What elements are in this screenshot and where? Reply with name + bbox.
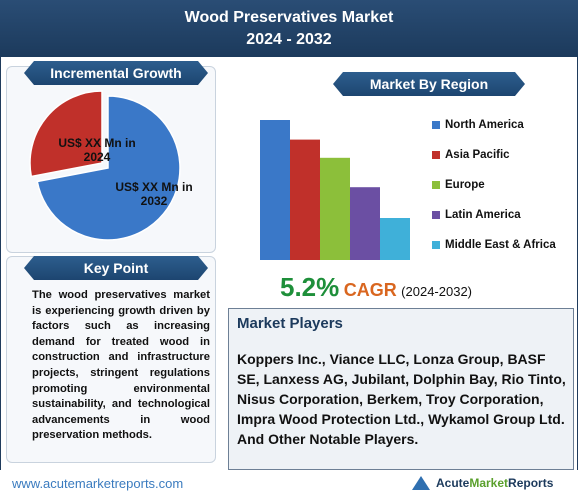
footer-website-link[interactable]: www.acutemarketreports.com — [12, 476, 184, 491]
market-players-heading: Market Players — [237, 315, 343, 332]
legend-label: Europe — [445, 179, 485, 191]
pie-slice-2024 — [29, 90, 103, 178]
cagr-block: 5.2% CAGR (2024-2032) — [280, 272, 520, 303]
legend-item-latin-america: Latin America — [432, 200, 556, 230]
incremental-growth-pie — [29, 90, 181, 241]
legend-swatch — [432, 181, 440, 189]
legend-item-middle-east-africa: Middle East & Africa — [432, 230, 556, 260]
legend-swatch — [432, 121, 440, 129]
pie-slice-2032 — [36, 95, 181, 241]
market-players-text: Koppers Inc., Viance LLC, Lonza Group, B… — [237, 351, 566, 447]
market-by-region-heading: Market By Region — [333, 72, 525, 96]
region-bar-north-america — [260, 120, 290, 260]
legend-item-north-america: North America — [432, 110, 556, 140]
region-bar-europe — [320, 157, 350, 260]
cagr-word: CAGR — [343, 280, 397, 300]
legend-label: North America — [445, 119, 524, 131]
key-point-heading: Key Point — [24, 256, 208, 280]
brand-name-part3: Reports — [508, 476, 554, 490]
footer: www.acutemarketreports.com Acute Market … — [0, 470, 578, 500]
region-bar-latin-america — [350, 187, 380, 260]
region-bar-middle-east-africa — [380, 218, 410, 260]
incremental-growth-heading: Incremental Growth — [24, 61, 208, 85]
key-point-panel — [6, 256, 216, 463]
legend-item-asia-pacific: Asia Pacific — [432, 140, 556, 170]
cagr-range: (2024-2032) — [401, 284, 472, 299]
brand-name-part2: Market — [469, 476, 509, 490]
region-bar-chart — [260, 120, 410, 260]
key-point-text: The wood preservatives market is experie… — [32, 289, 210, 442]
legend-swatch — [432, 151, 440, 159]
region-legend: North America Asia Pacific Europe Latin Ame… — [432, 110, 556, 260]
legend-label: Middle East & Africa — [445, 239, 556, 251]
cagr-value: 5.2% — [280, 272, 340, 302]
pie-label-2024: US$ XX Mn in 2024 — [58, 136, 136, 164]
legend-swatch — [432, 211, 440, 219]
market-players-box: Market Players Koppers Inc., Viance LLC,… — [228, 308, 574, 470]
region-bar-asia-pacific — [290, 139, 320, 260]
page-subtitle-years: 2024 - 2032 — [246, 31, 332, 48]
legend-item-europe: Europe — [432, 170, 556, 200]
legend-swatch — [432, 241, 440, 249]
legend-label: Latin America — [445, 209, 521, 221]
pie-label-2032: US$ XX Mn in 2032 — [115, 180, 193, 208]
page-title: Wood Preservatives Market — [184, 9, 394, 26]
legend-label: Asia Pacific — [445, 149, 510, 161]
brand-logo-icon — [412, 476, 430, 490]
title-bar: Wood Preservatives Market 2024 - 2032 — [0, 0, 578, 57]
brand-logo: Acute Market Reports — [412, 476, 553, 490]
brand-name-part1: Acute — [436, 476, 470, 490]
